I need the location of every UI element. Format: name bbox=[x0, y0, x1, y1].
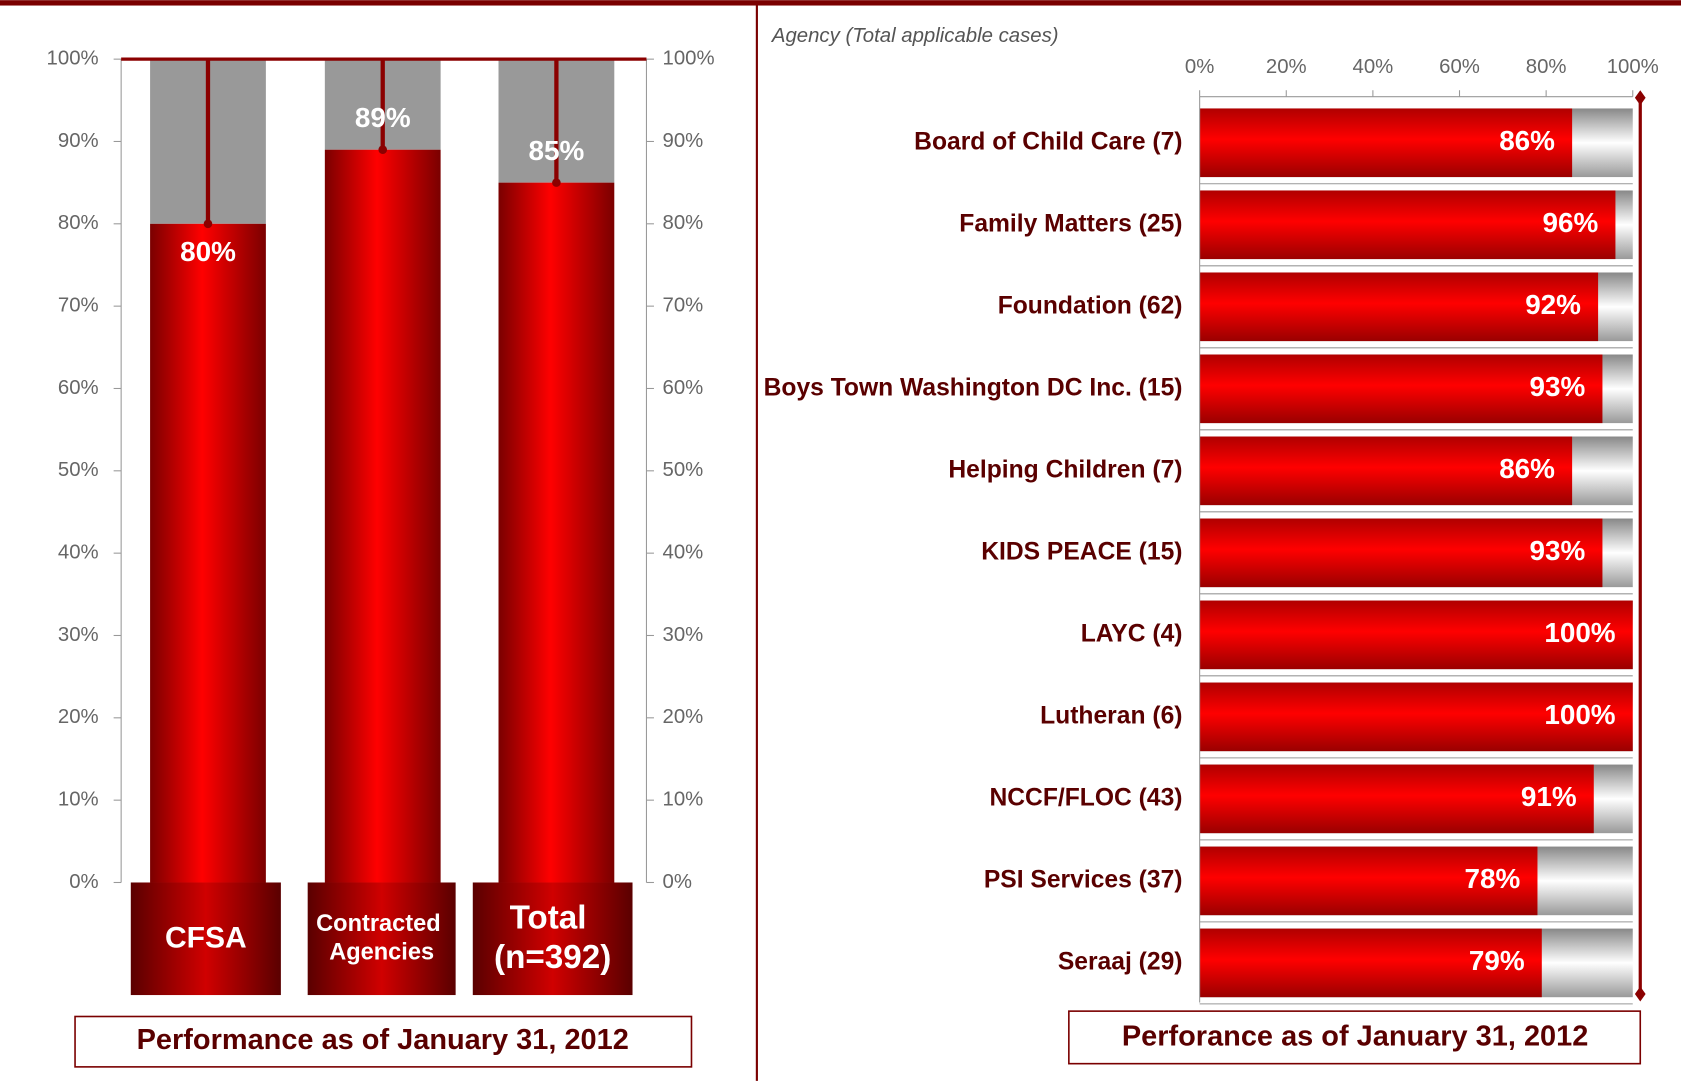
y2-tick-label: 0% bbox=[663, 871, 692, 893]
top-border bbox=[0, 0, 1681, 6]
y-tick-label: 80% bbox=[58, 212, 99, 234]
caption: Performance as of January 31, 2012 bbox=[137, 1024, 629, 1056]
y2-tick-label: 10% bbox=[663, 789, 704, 811]
y2-tick-label: 90% bbox=[663, 130, 704, 152]
x-tick-label: 80% bbox=[1526, 56, 1567, 78]
x-tick-label: 100% bbox=[1607, 56, 1659, 78]
label-line: Contracted bbox=[316, 910, 447, 936]
x-tick-label: Contracted Agencies bbox=[316, 910, 447, 964]
caption-box bbox=[1068, 1010, 1642, 1065]
y-tick-label: NCCF/FLOC (43) bbox=[989, 784, 1182, 811]
bar bbox=[1199, 436, 1573, 506]
y-tick-label: KIDS PEACE (15) bbox=[981, 538, 1182, 565]
y-tick-label: Foundation (62) bbox=[998, 292, 1183, 319]
y-tick-label: 50% bbox=[58, 459, 99, 481]
y-tick-label: 100% bbox=[47, 48, 99, 70]
leader-dot bbox=[378, 145, 388, 154]
y-tick-label: Board of Child Care (7) bbox=[914, 128, 1182, 155]
bar bbox=[1199, 928, 1542, 998]
value-label: 91% bbox=[1521, 781, 1577, 812]
y2-tick-label: 70% bbox=[663, 295, 704, 317]
bar bbox=[1199, 108, 1573, 178]
x-tick-label: Total (n=392) bbox=[494, 899, 611, 976]
value-label: 79% bbox=[1469, 945, 1525, 976]
value-label: 100% bbox=[1544, 699, 1615, 730]
y-tick-label: Seraaj (29) bbox=[1058, 948, 1183, 975]
y-tick-label: 0% bbox=[69, 871, 98, 893]
x-tick-label: CFSA bbox=[165, 921, 247, 954]
bar bbox=[324, 149, 441, 883]
leader-dot bbox=[552, 178, 561, 187]
y-tick-label: Lutheran (6) bbox=[1040, 702, 1182, 729]
value-label: 89% bbox=[355, 102, 411, 133]
y-tick-label: Family Matters (25) bbox=[959, 210, 1182, 237]
axis-label: Agency (Total applicable cases) bbox=[771, 25, 1059, 47]
leader-dot bbox=[203, 219, 213, 229]
value-label: 100% bbox=[1544, 617, 1615, 648]
y-tick-label: 40% bbox=[58, 542, 99, 564]
bar bbox=[1199, 764, 1594, 834]
value-label: 86% bbox=[1499, 453, 1555, 484]
category-box bbox=[472, 882, 633, 996]
x-tick-label: 60% bbox=[1439, 56, 1480, 78]
y-tick-label: 20% bbox=[58, 706, 99, 728]
caption-box bbox=[74, 1015, 693, 1068]
y-tick-label: 70% bbox=[58, 295, 99, 317]
y-tick-label: 30% bbox=[58, 624, 99, 646]
y2-tick-label: 100% bbox=[663, 48, 715, 70]
y2-tick-label: 30% bbox=[663, 624, 704, 646]
value-label: 96% bbox=[1543, 207, 1599, 238]
value-label: 92% bbox=[1525, 289, 1581, 320]
bar bbox=[498, 182, 615, 883]
y-tick-label: LAYC (4) bbox=[1081, 620, 1183, 647]
y-tick-label: Boys Town Washington DC Inc. (15) bbox=[764, 374, 1183, 401]
bar bbox=[1199, 272, 1599, 342]
y2-tick-label: 80% bbox=[663, 212, 704, 234]
bar bbox=[1199, 354, 1603, 424]
value-label: 80% bbox=[180, 236, 236, 267]
x-tick-label: 0% bbox=[1185, 56, 1214, 78]
y-tick-label: Helping Children (7) bbox=[948, 456, 1182, 483]
y-tick-label: 90% bbox=[58, 130, 99, 152]
caption: Perforance as of January 31, 2012 bbox=[1122, 1021, 1588, 1053]
value-label: 93% bbox=[1530, 371, 1586, 402]
value-label: 86% bbox=[1499, 125, 1555, 156]
value-label: 78% bbox=[1465, 863, 1521, 894]
bar bbox=[1199, 600, 1633, 670]
category-box bbox=[307, 882, 456, 996]
label-line: (n=392) bbox=[494, 939, 611, 976]
x-tick-label: 20% bbox=[1266, 56, 1307, 78]
bar bbox=[1199, 682, 1633, 752]
category-box bbox=[130, 882, 281, 996]
y-tick-label: 60% bbox=[58, 377, 99, 399]
y-tick-label: 10% bbox=[58, 789, 99, 811]
y2-tick-label: 20% bbox=[663, 706, 704, 728]
label-line: CFSA bbox=[165, 921, 247, 954]
y2-tick-label: 50% bbox=[663, 459, 704, 481]
bar bbox=[150, 223, 266, 883]
value-label: 85% bbox=[529, 135, 585, 166]
bar bbox=[1199, 190, 1616, 260]
bar bbox=[1199, 846, 1538, 916]
y2-tick-label: 60% bbox=[663, 377, 704, 399]
label-line: Total bbox=[510, 899, 596, 936]
y2-tick-label: 40% bbox=[663, 542, 704, 564]
y-tick-label: PSI Services (37) bbox=[984, 866, 1183, 893]
bar bbox=[1199, 518, 1603, 588]
label-line: Agencies bbox=[329, 939, 434, 965]
value-label: 93% bbox=[1530, 535, 1586, 566]
x-tick-label: 40% bbox=[1353, 56, 1394, 78]
